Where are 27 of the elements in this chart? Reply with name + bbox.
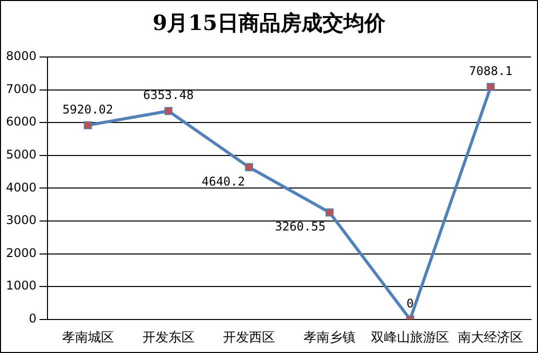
data-label: 4640.2: [202, 174, 245, 188]
y-tick-label: 1000: [6, 278, 37, 293]
x-tick-label: 开发东区: [142, 330, 194, 346]
data-label: 0: [406, 296, 414, 311]
x-tick-label: 开发西区: [222, 330, 275, 346]
data-label: 3260.55: [274, 220, 326, 234]
y-tick-label: 7000: [6, 82, 37, 96]
x-tick-label: 双峰山旅游区: [371, 330, 450, 346]
data-label: 7088.1: [469, 64, 512, 78]
x-tick-label: 孝南乡镇: [304, 330, 356, 346]
y-tick-label: 4000: [6, 180, 37, 194]
point: [244, 163, 254, 172]
y-tick-label: 2000: [6, 246, 37, 260]
y-tick-label: 5000: [6, 148, 37, 162]
point: [326, 208, 334, 216]
y-tick-label: 6000: [6, 114, 37, 129]
y-tick-label: 8000: [6, 49, 37, 64]
point: [486, 82, 495, 91]
point: [84, 121, 92, 130]
data-label: 5920.02: [62, 102, 114, 116]
x-tick-label: 孝南城区: [62, 330, 114, 346]
chart-title: 9月15日商品房成交均价: [152, 9, 386, 37]
point: [164, 106, 172, 116]
y-tick-label: 0: [28, 312, 37, 326]
x-tick-label: 南大经济区: [458, 330, 524, 346]
y-tick-label: 3000: [6, 213, 37, 228]
data-label: 6353.48: [143, 88, 194, 102]
